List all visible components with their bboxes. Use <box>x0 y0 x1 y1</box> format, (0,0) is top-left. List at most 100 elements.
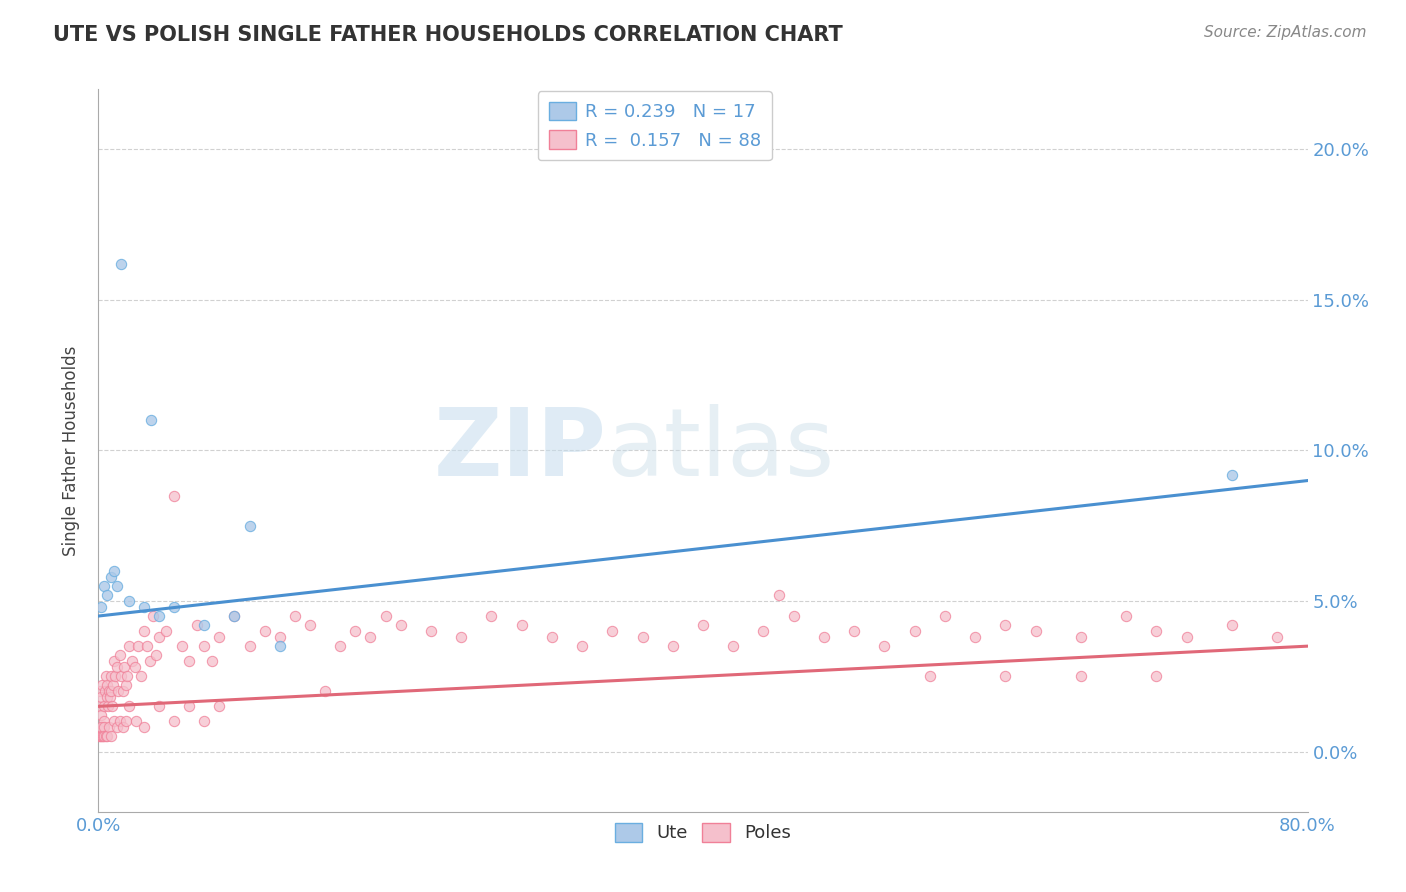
Point <box>768 588 790 602</box>
Point <box>374 609 396 624</box>
Point <box>90 708 112 723</box>
Point <box>179 654 201 668</box>
Point <box>193 618 215 632</box>
Point <box>1220 467 1243 482</box>
Point <box>360 630 382 644</box>
Point <box>148 699 170 714</box>
Point <box>91 730 114 744</box>
Point <box>110 257 132 271</box>
Point <box>450 630 472 644</box>
Point <box>934 609 956 624</box>
Point <box>163 489 186 503</box>
Point <box>90 730 112 744</box>
Point <box>111 684 134 698</box>
Point <box>135 639 157 653</box>
Point <box>994 669 1017 683</box>
Point <box>284 609 307 624</box>
Point <box>269 630 291 644</box>
Point <box>129 669 152 683</box>
Point <box>661 639 683 653</box>
Point <box>89 699 111 714</box>
Point <box>269 639 291 653</box>
Point <box>127 639 149 653</box>
Point <box>89 730 111 744</box>
Point <box>93 714 115 729</box>
Point <box>93 699 115 714</box>
Point <box>101 678 124 692</box>
Point <box>170 639 193 653</box>
Point <box>1220 618 1243 632</box>
Point <box>571 639 593 653</box>
Point <box>1024 624 1046 639</box>
Point <box>90 599 112 614</box>
Point <box>201 654 224 668</box>
Point <box>111 721 134 735</box>
Point <box>155 624 177 639</box>
Point <box>141 413 163 427</box>
Point <box>100 684 122 698</box>
Point <box>105 579 128 593</box>
Point <box>93 730 115 744</box>
Point <box>89 684 111 698</box>
Point <box>90 721 112 735</box>
Text: Source: ZipAtlas.com: Source: ZipAtlas.com <box>1204 25 1367 40</box>
Point <box>1115 609 1137 624</box>
Point <box>224 609 246 624</box>
Text: UTE VS POLISH SINGLE FATHER HOUSEHOLDS CORRELATION CHART: UTE VS POLISH SINGLE FATHER HOUSEHOLDS C… <box>53 25 844 45</box>
Point <box>100 730 122 744</box>
Point <box>148 609 170 624</box>
Point <box>125 714 148 729</box>
Point <box>813 630 835 644</box>
Point <box>101 699 124 714</box>
Point <box>105 721 128 735</box>
Point <box>844 624 866 639</box>
Point <box>145 648 167 662</box>
Point <box>124 660 146 674</box>
Point <box>752 624 775 639</box>
Point <box>104 669 127 683</box>
Point <box>148 630 170 644</box>
Point <box>481 609 503 624</box>
Point <box>1146 669 1168 683</box>
Point <box>904 624 927 639</box>
Point <box>97 699 120 714</box>
Point <box>100 570 122 584</box>
Point <box>540 630 562 644</box>
Point <box>105 660 128 674</box>
Point <box>132 721 155 735</box>
Point <box>510 618 533 632</box>
Point <box>118 594 141 608</box>
Point <box>239 639 262 653</box>
Point <box>132 624 155 639</box>
Point <box>98 684 121 698</box>
Point <box>1146 624 1168 639</box>
Point <box>96 678 118 692</box>
Point <box>103 714 125 729</box>
Point <box>208 630 231 644</box>
Point <box>90 690 112 705</box>
Point <box>115 669 138 683</box>
Point <box>163 599 186 614</box>
Point <box>103 654 125 668</box>
Point <box>783 609 806 624</box>
Point <box>142 609 165 624</box>
Text: ZIP: ZIP <box>433 404 606 497</box>
Point <box>91 730 114 744</box>
Point <box>110 669 132 683</box>
Point <box>103 564 125 578</box>
Point <box>994 618 1017 632</box>
Point <box>121 654 143 668</box>
Point <box>108 714 131 729</box>
Point <box>918 669 941 683</box>
Point <box>100 669 122 683</box>
Point <box>94 669 117 683</box>
Point <box>224 609 246 624</box>
Point <box>208 699 231 714</box>
Point <box>344 624 367 639</box>
Point <box>193 714 215 729</box>
Point <box>139 654 162 668</box>
Point <box>93 579 115 593</box>
Legend: Ute, Poles: Ute, Poles <box>607 816 799 850</box>
Point <box>94 684 117 698</box>
Point <box>1267 630 1289 644</box>
